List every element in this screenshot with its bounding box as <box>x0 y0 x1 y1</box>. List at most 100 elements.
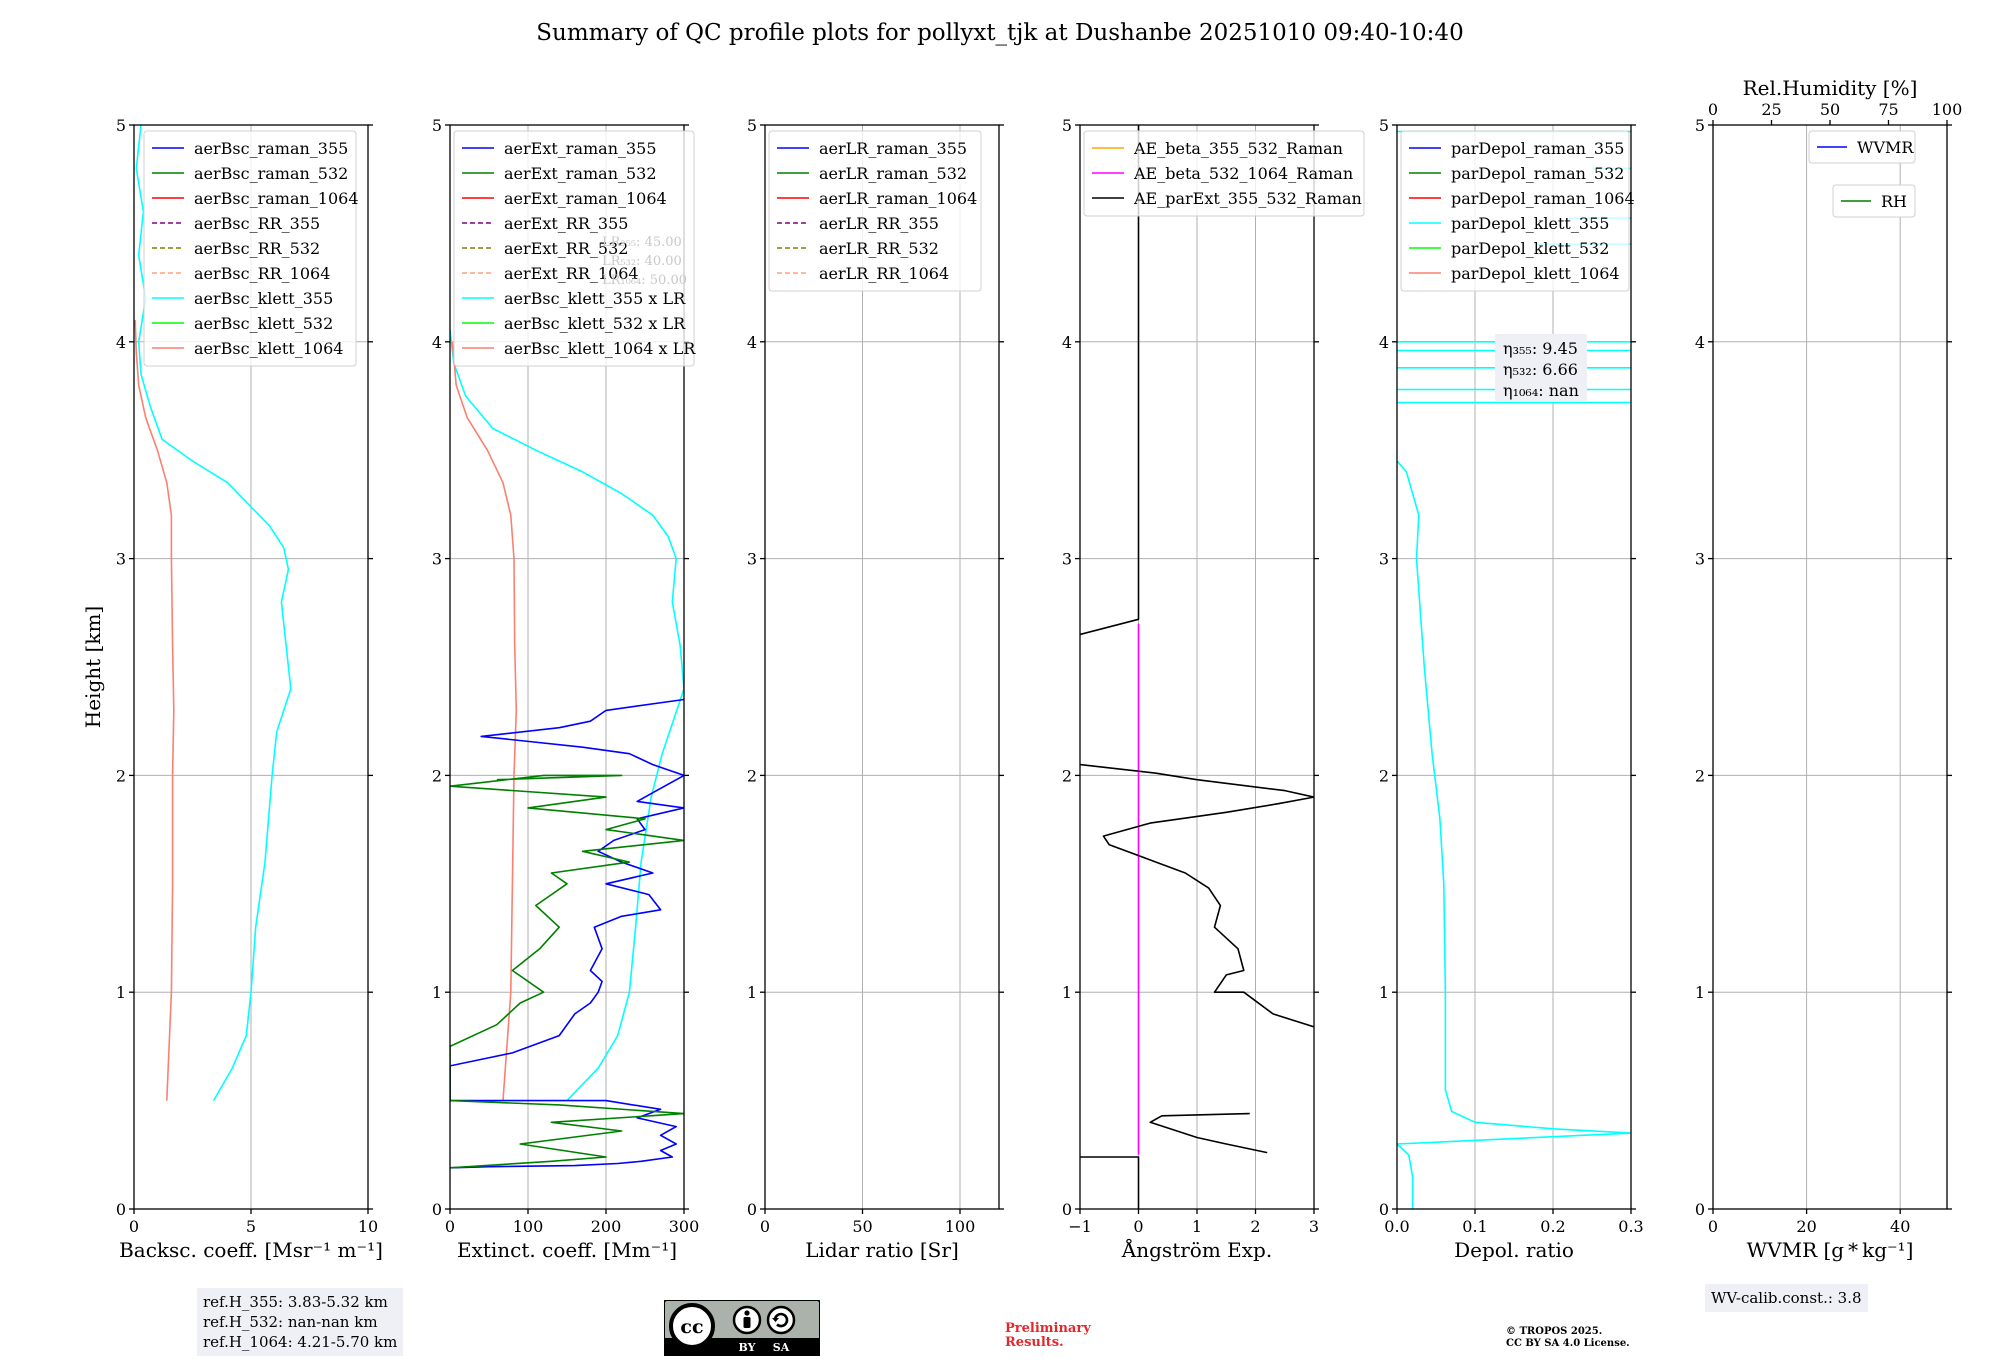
ref-height-532: ref.H_532: nan-nan km <box>203 1313 378 1331</box>
top-x-tick-label: 75 <box>1878 100 1898 119</box>
x-tick-label: 0.0 <box>1384 1217 1409 1236</box>
legend-entry: parDepol_klett_532 <box>1451 239 1609 258</box>
y-tick-label: 3 <box>1062 550 1072 569</box>
y-tick-label: 2 <box>1695 766 1705 785</box>
y-tick-label: 2 <box>1062 766 1072 785</box>
y-tick-label: 4 <box>747 333 757 352</box>
y-tick-label: 3 <box>747 550 757 569</box>
lidar-ratio-label: LR₅₃₂: 40.00 <box>602 254 682 269</box>
y-tick-label: 0 <box>1062 1200 1072 1219</box>
cc-license-badge[interactable]: cc BY SA <box>664 1300 820 1356</box>
x-tick-label: 300 <box>669 1217 700 1236</box>
eta-box: η₃₅₅: 9.45 η₅₃₂: 6.66 η₁₀₆₄: nan <box>1495 334 1587 402</box>
eta-label: η₃₅₅: 9.45 <box>1503 339 1578 358</box>
legend-entry: AE_parExt_355_532_Raman <box>1133 189 1362 208</box>
legend-frame <box>1808 130 1916 164</box>
legend-entry: aerBsc_klett_532 x LR <box>504 314 686 333</box>
series-line-AE_parExt_355_532_Raman <box>1080 1156 1140 1209</box>
top-x-axis-label: Rel.Humidity [%] <box>1743 76 1918 100</box>
series-line-AE_parExt_355_532_Raman <box>1080 763 1314 1028</box>
legend-entry: parDepol_raman_532 <box>1451 164 1624 183</box>
y-tick-label: 3 <box>116 550 126 569</box>
y-tick-label: 3 <box>1695 550 1705 569</box>
lidar-ratio-label: LR₁₀₆₄: 50.00 <box>602 273 687 288</box>
ref-height-1064: ref.H_1064: 4.21-5.70 km <box>203 1333 398 1351</box>
sa-share-icon <box>766 1305 796 1335</box>
wv-calibration-box: WV-calib.const.: 3.8 <box>1705 1284 1868 1312</box>
x-tick-label: 50 <box>852 1217 872 1236</box>
eta-label: η₅₃₂: 6.66 <box>1503 360 1578 379</box>
panel-bsc: 0 1 2 3 4 5 0 5 10 Backsc. coeff. [Msr⁻¹ m⁻¹] Heig… <box>81 116 383 1262</box>
x-tick-label: 3 <box>1309 1217 1319 1236</box>
y-tick-label: 0 <box>1695 1200 1705 1219</box>
series-group <box>1397 130 1631 1209</box>
legend-frame <box>1832 184 1916 218</box>
eta-label: η₁₀₆₄: nan <box>1503 381 1579 400</box>
lidar-ratio-label: LR₃₅₅: 45.00 <box>602 235 682 250</box>
legend-frame <box>453 130 695 367</box>
legend-entry: aerLR_RR_1064 <box>819 264 949 283</box>
sa-label: SA <box>773 1341 790 1354</box>
y-tick-label: 2 <box>747 766 757 785</box>
series-line-aerExt_raman_355 <box>450 698 684 1169</box>
legend-frame <box>143 130 357 367</box>
panel-ext: 0 1 2 3 4 5 0 100 200 300 Extinct. coeff. [Mm⁻¹] ae… <box>432 116 699 1262</box>
y-tick-label: 5 <box>1062 116 1072 135</box>
legend-entry: aerLR_RR_532 <box>819 239 939 258</box>
legend-entry: parDepol_klett_355 <box>1451 214 1609 233</box>
y-tick-label: 2 <box>1379 766 1389 785</box>
y-tick-label: 5 <box>747 116 757 135</box>
y-tick-label: 0 <box>116 1200 126 1219</box>
legend-entry: parDepol_raman_355 <box>1451 139 1624 158</box>
legend-frame <box>1083 130 1365 217</box>
y-tick-label: 5 <box>432 116 442 135</box>
legend: parDepol_raman_355 parDepol_raman_532 parD… <box>1400 130 1635 292</box>
legend-entry: aerBsc_raman_1064 <box>194 189 359 208</box>
legend-entry-rh: RH <box>1881 192 1907 211</box>
legend-entry: parDepol_raman_1064 <box>1451 189 1635 208</box>
eta-box-bg <box>1495 334 1587 402</box>
legend-entry-wvmr: WVMR <box>1857 138 1914 157</box>
legend-entry: aerExt_RR_1064 <box>504 264 639 283</box>
axes-frame <box>764 124 1000 1210</box>
legend: aerLR_raman_355 aerLR_raman_532 aerLR_rama… <box>768 130 982 292</box>
x-axis-label: WVMR [g * kg⁻¹] <box>1747 1238 1914 1262</box>
top-x-tick-label: 0 <box>1708 100 1718 119</box>
legend-entry: aerLR_RR_355 <box>819 214 939 233</box>
y-tick-label: 5 <box>1695 116 1705 135</box>
legend: aerExt_raman_355 aerExt_raman_532 aerExt_r… <box>453 130 696 367</box>
x-tick-label: 0 <box>129 1217 139 1236</box>
x-tick-label: 0 <box>445 1217 455 1236</box>
copyright-notice: © TROPOS 2025. CC BY SA 4.0 License. <box>1506 1326 1630 1350</box>
x-tick-label: 2 <box>1250 1217 1260 1236</box>
x-axis-label: Backsc. coeff. [Msr⁻¹ m⁻¹] <box>119 1238 383 1262</box>
copyright-line-2: CC BY SA 4.0 License. <box>1506 1338 1630 1349</box>
top-x-tick-label: 100 <box>1932 100 1963 119</box>
legend-entry: parDepol_klett_1064 <box>1451 264 1620 283</box>
legend-entry: aerBsc_RR_532 <box>194 239 320 258</box>
legend-box: WVMR <box>1808 130 1916 164</box>
y-tick-label: 0 <box>747 1200 757 1219</box>
y-tick-label: 1 <box>432 983 442 1002</box>
y-tick-label: 3 <box>432 550 442 569</box>
legend-entry: aerBsc_raman_532 <box>194 164 348 183</box>
x-tick-label: 0.2 <box>1540 1217 1565 1236</box>
top-x-tick-label: 25 <box>1761 100 1781 119</box>
y-tick-label: 4 <box>432 333 442 352</box>
series-line-AE_parExt_355_532_Raman <box>1149 1112 1268 1154</box>
preliminary-notice: Preliminary Results. <box>1005 1322 1091 1350</box>
series-group <box>1080 125 1314 1209</box>
y-tick-label: 4 <box>1379 333 1389 352</box>
x-tick-label: 200 <box>591 1217 622 1236</box>
panel-depol: 0 1 2 3 4 5 0.0 0.1 0.2 0.3 Depol. ratio parDepol_r… <box>1379 116 1644 1262</box>
ref-height-355: ref.H_355: 3.83-5.32 km <box>203 1293 388 1311</box>
x-tick-label: 100 <box>945 1217 976 1236</box>
y-tick-label: 1 <box>1695 983 1705 1002</box>
x-tick-label: 0.3 <box>1618 1217 1643 1236</box>
preliminary-line-2: Results. <box>1005 1335 1064 1350</box>
reference-height-box: ref.H_355: 3.83-5.32 km ref.H_532: nan-n… <box>197 1288 404 1356</box>
y-tick-label: 1 <box>747 983 757 1002</box>
legend-entry: aerExt_raman_532 <box>504 164 657 183</box>
